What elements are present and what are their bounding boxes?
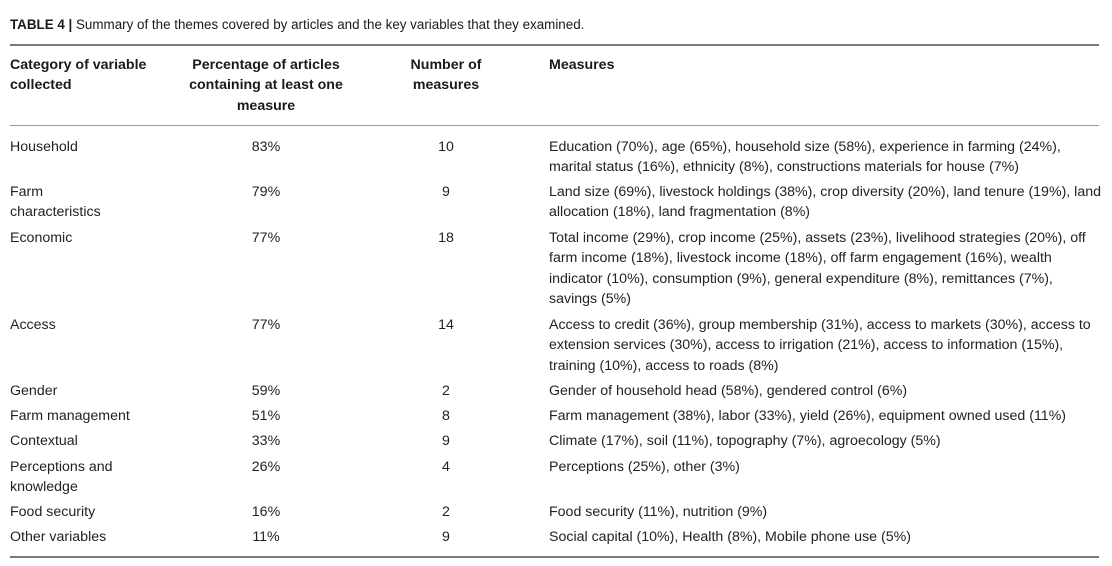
row-farm-characteristics-measures: Land size (69%), livestock holdings (38%… (549, 184, 1101, 221)
row-food-security-percentage: 16% (251, 504, 281, 520)
table-number: TABLE 4 | (10, 17, 73, 32)
row-gender-measures: Gender of household head (58%), gendered… (549, 383, 908, 399)
header-category: Category of variable collected (10, 57, 147, 94)
row-access-percentage: 77% (251, 317, 281, 333)
row-household-measures: Education (70%), age (65%), household si… (549, 139, 1061, 176)
row-household-percentage: 83% (251, 139, 281, 155)
table-top-rule (10, 44, 1099, 46)
row-farm-characteristics-category: Farm characteristics (10, 184, 101, 221)
header-number: Number of measures (410, 57, 482, 94)
row-household-number: 10 (438, 139, 454, 155)
row-farm-management-category: Farm management (10, 408, 130, 424)
row-economic-number: 18 (438, 230, 454, 246)
row-other-variables-percentage: 11% (252, 529, 280, 545)
row-other-variables-category: Other variables (10, 529, 107, 545)
row-perceptions-percentage: 26% (251, 459, 281, 475)
row-other-variables-measures: Social capital (10%), Health (8%), Mobil… (549, 529, 911, 545)
table-bottom-rule (10, 556, 1099, 558)
row-contextual-measures: Climate (17%), soil (11%), topography (7… (549, 433, 941, 449)
row-farm-management-measures: Farm management (38%), labor (33%), yiel… (549, 408, 1067, 424)
row-perceptions-measures: Perceptions (25%), other (3%) (549, 459, 740, 475)
row-farm-characteristics-percentage: 79% (251, 184, 281, 200)
row-gender-category: Gender (10, 383, 58, 399)
row-food-security-category: Food security (10, 504, 96, 520)
table-caption-text: Summary of the themes covered by article… (72, 17, 585, 32)
row-farm-management-number: 8 (442, 408, 450, 424)
row-contextual-percentage: 33% (251, 433, 281, 449)
row-access-measures: Access to credit (36%), group membership… (549, 317, 1091, 374)
header-measures: Measures (549, 57, 615, 73)
row-gender-number: 2 (442, 383, 450, 399)
row-farm-characteristics-number: 9 (442, 184, 450, 200)
row-food-security-measures: Food security (11%), nutrition (9%) (549, 504, 768, 520)
row-perceptions-category: Perceptions and knowledge (10, 459, 113, 496)
header-percentage: Percentage of articles containing at lea… (189, 57, 343, 114)
row-perceptions-number: 4 (442, 459, 450, 475)
row-economic-percentage: 77% (251, 230, 281, 246)
row-contextual-number: 9 (442, 433, 450, 449)
row-household-category: Household (10, 139, 78, 155)
table-caption: TABLE 4 | Summary of the themes covered … (10, 16, 584, 34)
row-gender-percentage: 59% (251, 383, 281, 399)
row-access-category: Access (10, 317, 56, 333)
row-economic-category: Economic (10, 230, 73, 246)
row-food-security-number: 2 (442, 504, 450, 520)
row-other-variables-number: 9 (442, 529, 450, 545)
row-contextual-category: Contextual (10, 433, 78, 449)
header-rule (10, 125, 1099, 126)
row-economic-measures: Total income (29%), crop income (25%), a… (549, 230, 1086, 307)
row-access-number: 14 (438, 317, 454, 333)
row-farm-management-percentage: 51% (251, 408, 281, 424)
